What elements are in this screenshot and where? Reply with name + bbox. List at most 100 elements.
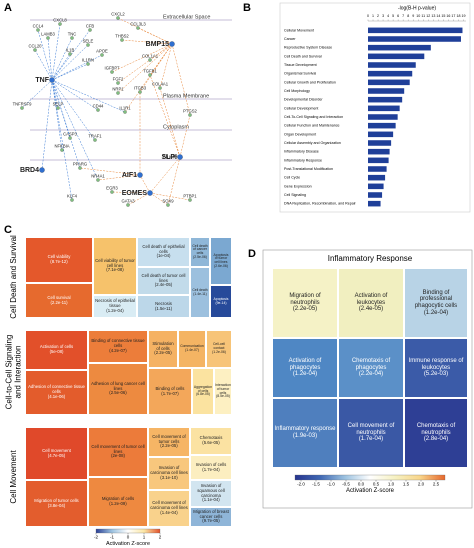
network-edge xyxy=(117,43,173,84)
y-tick-label: Cellular Growth and Proliferation xyxy=(284,80,336,84)
network-node xyxy=(116,91,120,95)
bar xyxy=(368,79,410,86)
node-label: THBS2 xyxy=(115,34,129,39)
y-tick-label: Inflammatory Response xyxy=(284,158,322,162)
treemap-cell: Activation of cells (5e-08) xyxy=(25,330,88,370)
y-tick-label: Cancer xyxy=(284,37,296,41)
network-node xyxy=(116,16,120,20)
node-label: CD44 xyxy=(93,104,104,109)
network-edge xyxy=(51,44,89,81)
y-tick-label: Tissue Development xyxy=(284,63,317,67)
cell-name: Invasion of squamous cell carcinoma xyxy=(197,483,225,498)
network-node xyxy=(126,203,130,207)
treemap-cell: Migration of breast cancer cells (9.7e-05… xyxy=(190,507,232,527)
network-node xyxy=(188,198,192,202)
treemap-cell: Activation of leukocytes (2.4e-05) xyxy=(338,268,404,338)
treemap-cell: Apoptosis of tumor cell lines (2.6e-06) xyxy=(210,237,232,285)
x-tick-label: 15 xyxy=(441,14,445,18)
cell-pvalue: (1.5e-11) xyxy=(154,305,173,311)
x-tick-label: 5 xyxy=(392,14,394,18)
network-edge xyxy=(51,79,81,169)
y-tick-label: Cell Cycle xyxy=(284,176,300,180)
cell-pvalue: (2.8e-04) xyxy=(423,436,449,443)
y-tick-label: Cellular Movement xyxy=(284,28,314,32)
colorbar-tick-label: -1 xyxy=(110,535,114,540)
treemap-cell: Chemotaxis of neutrophils (2.8e-04) xyxy=(404,398,468,468)
cell-pvalue: (2.5e-06) xyxy=(193,254,207,259)
y-tick-label: Reproductive System Disease xyxy=(284,46,332,50)
panel-frame xyxy=(262,249,473,509)
network-edge xyxy=(127,192,151,206)
cell-name: Invasion of cells xyxy=(195,461,227,467)
node-label: SELE xyxy=(83,39,94,44)
bar xyxy=(368,131,394,138)
network-edge xyxy=(51,79,126,113)
cell-name: Adhesion of connective tissue cells xyxy=(28,384,85,395)
cell-name: Invasion of carcinoma cell lines xyxy=(150,465,188,476)
colorbar-tick-label: 0.0 xyxy=(358,482,365,487)
cell-pvalue: (3.1e-10) xyxy=(160,474,178,480)
x-tick-label: 17 xyxy=(451,14,455,18)
bar xyxy=(368,114,398,120)
network-node xyxy=(39,167,45,173)
cell-name: Cell death of tumor cell lines xyxy=(141,272,186,283)
treemap-cell: Binding of professional phagocytic cells… xyxy=(404,268,468,338)
cell-pvalue: (2.5e-06) xyxy=(109,390,127,396)
node-label: CXCL8 xyxy=(53,18,67,23)
treemap-cell: Chemotaxis of phagocytes (2.2e-04) xyxy=(338,338,404,398)
bar xyxy=(368,166,387,172)
network-node xyxy=(36,28,40,32)
network-node xyxy=(137,172,143,178)
x-tick-label: 7 xyxy=(402,14,404,18)
network-edge xyxy=(159,87,181,158)
network-node xyxy=(147,190,153,196)
bar xyxy=(368,53,425,60)
x-tick-label: 11 xyxy=(421,14,425,18)
network-edge xyxy=(111,43,173,73)
cell-pvalue: (8.7e-12) xyxy=(50,259,68,264)
treemap-cell: Necrosis of epithelial tissue (1.2e-04) xyxy=(93,295,137,318)
colorbar-tick-label: -1.0 xyxy=(327,482,335,487)
treemap-cell: Cell death of cancer cells (2.5e-06) xyxy=(190,237,210,267)
node-label: PTBP1 xyxy=(183,194,197,199)
network-edge xyxy=(51,63,89,81)
cell-name: Migration of tumor cells xyxy=(34,497,79,503)
network-edge xyxy=(51,79,99,111)
treemap-cell: Binding of connective tissue cells (4.2e-… xyxy=(88,330,148,363)
cell-name: Inflammatory response xyxy=(274,426,336,433)
compartment-label: Cytoplasm xyxy=(163,124,189,130)
treemap-cell: Binding of cells (1.7e-07) xyxy=(148,368,192,415)
network-edge xyxy=(51,79,73,201)
colorbar-tick-label: -0.5 xyxy=(342,482,350,487)
cell-name: Migration of neutrophils xyxy=(289,293,321,306)
node-label: COL1A1 xyxy=(142,54,159,59)
cell-name: Cell viability of tumor cell lines xyxy=(95,257,135,268)
colorbar-tick-label: -2 xyxy=(94,535,98,540)
node-label: EGR3 xyxy=(106,186,118,191)
colorbar xyxy=(294,474,446,481)
node-label: CASP3 xyxy=(63,132,77,137)
network-node xyxy=(138,90,142,94)
network-edge xyxy=(79,167,141,176)
network-edge xyxy=(34,49,53,81)
cell-pvalue: (2e-08) xyxy=(111,453,125,459)
network-edge xyxy=(159,43,173,89)
network-node xyxy=(148,58,152,62)
network-node xyxy=(86,62,90,66)
treemap-cell: Chemotaxis (5.6e-05) xyxy=(190,427,232,455)
compartment-label: Nucleus xyxy=(163,154,183,160)
cell-pvalue: (2.4e-05) xyxy=(358,306,384,313)
treemap-cell: Cell death of epithelial cells (1e-04) xyxy=(137,237,190,267)
network-edge xyxy=(179,114,191,158)
network-node xyxy=(86,43,90,47)
cell-name: Cell death xyxy=(192,287,208,292)
node-label: PPARG xyxy=(73,162,87,167)
bar xyxy=(368,105,400,112)
cell-name: Binding of professional phagocytic cells xyxy=(414,289,458,309)
group-title: and Interaction xyxy=(14,346,23,399)
cell-pvalue: (1.9e-03) xyxy=(292,433,318,439)
x-tick-label: 0 xyxy=(367,14,369,18)
node-label: CFB xyxy=(86,24,95,29)
network-node xyxy=(46,36,50,40)
bar xyxy=(368,148,390,155)
